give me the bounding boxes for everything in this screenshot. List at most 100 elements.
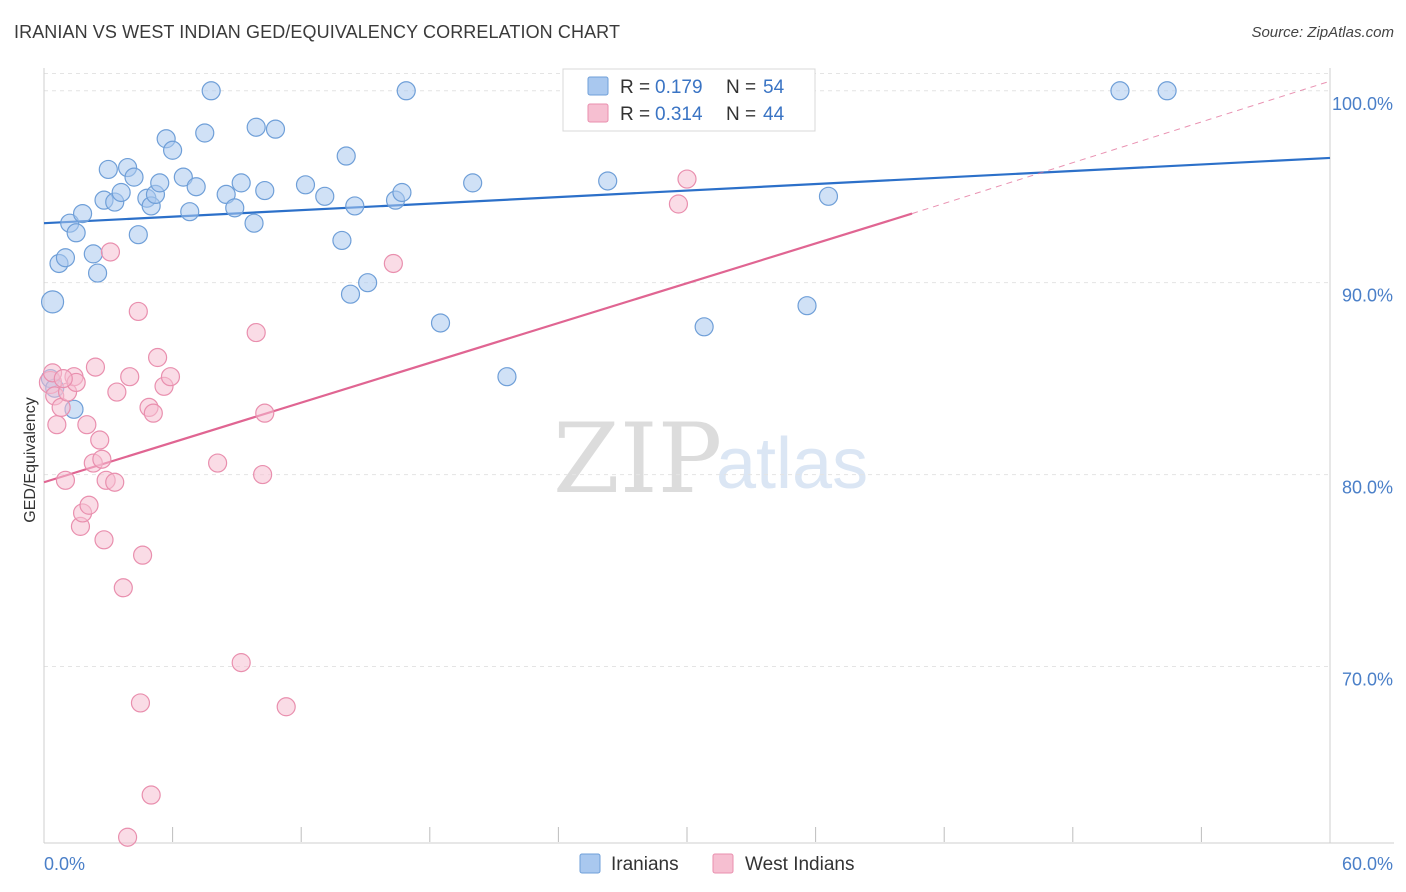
point-west-indians-24 [128, 301, 148, 322]
point-iranians-51 [818, 186, 839, 206]
chart-title: IRANIAN VS WEST INDIAN GED/EQUIVALENCY C… [14, 22, 621, 42]
point-west-indians-21 [113, 578, 133, 598]
point-west-indians-19 [105, 472, 125, 492]
point-iranians-46 [463, 173, 483, 193]
point-iranians-53 [1157, 81, 1177, 101]
point-iranians-4 [55, 248, 76, 268]
point-west-indians-33 [208, 453, 228, 473]
bottom-legend-iranians: Iranians [611, 854, 679, 875]
point-west-indians-22 [117, 827, 138, 847]
point-iranians-44 [396, 81, 416, 101]
point-iranians-31 [244, 213, 264, 233]
point-iranians-52 [1110, 81, 1130, 101]
point-iranians-6 [66, 223, 86, 243]
point-west-indians-23 [120, 367, 140, 387]
point-west-indians-4 [55, 470, 76, 490]
x-tick-label-1: 60.0% [1342, 854, 1393, 874]
point-iranians-11 [98, 159, 118, 180]
point-west-indians-26 [132, 545, 153, 565]
point-iranians-40 [345, 196, 365, 216]
point-iranians-15 [124, 167, 144, 187]
point-iranians-7 [72, 203, 93, 224]
data-points [38, 81, 1177, 847]
trend-line-west-indians [43, 212, 913, 484]
point-iranians-38 [336, 146, 356, 166]
point-west-indians-20 [107, 382, 127, 402]
point-iranians-35 [295, 175, 316, 195]
point-west-indians-40 [668, 194, 689, 214]
legend-swatch-west-indians [587, 103, 609, 123]
point-west-indians-16 [94, 530, 114, 550]
point-iranians-30 [231, 173, 251, 193]
point-iranians-13 [111, 182, 131, 203]
point-west-indians-43 [53, 369, 73, 389]
point-west-indians-25 [130, 693, 151, 713]
point-iranians-16 [128, 225, 148, 245]
point-west-indians-14 [90, 430, 110, 450]
y-tick-label-3: 100.0% [1332, 94, 1393, 114]
point-west-indians-41 [677, 169, 697, 189]
series-legend: Iranians West Indians [579, 853, 854, 875]
point-iranians-9 [87, 263, 108, 283]
point-west-indians-34 [231, 653, 251, 673]
point-iranians-29 [225, 198, 245, 218]
point-west-indians-28 [141, 785, 161, 805]
point-iranians-22 [163, 140, 183, 160]
point-iranians-33 [255, 180, 275, 201]
point-iranians-25 [186, 177, 206, 197]
legend-n-label-west-indians: N = [726, 104, 756, 125]
legend-r-value-iranians: 0.179 [655, 77, 703, 98]
legend-n-label-iranians: N = [726, 77, 756, 98]
stats-legend: R = 0.179 N = 54 R = 0.314 N = 44 [562, 68, 816, 132]
point-iranians-27 [201, 81, 221, 101]
point-west-indians-36 [253, 464, 273, 485]
point-iranians-20 [150, 173, 170, 193]
point-iranians-26 [195, 123, 215, 143]
point-west-indians-10 [77, 415, 97, 435]
y-tick-label-0: 70.0% [1342, 669, 1393, 689]
point-iranians-39 [340, 284, 361, 304]
legend-r-label-iranians: R = [620, 77, 650, 98]
point-iranians-36 [315, 186, 335, 206]
point-west-indians-32 [160, 367, 181, 387]
x-tick-label-0: 0.0% [44, 854, 85, 874]
point-iranians-43 [392, 182, 412, 203]
point-iranians-23 [173, 167, 193, 187]
point-iranians-8 [83, 244, 103, 264]
point-west-indians-35 [246, 322, 266, 343]
point-west-indians-13 [85, 357, 106, 377]
legend-swatch-iranians [587, 76, 609, 96]
bottom-legend-swatch-west-indians [712, 853, 734, 874]
point-iranians-50 [797, 296, 817, 316]
point-west-indians-11 [79, 495, 99, 515]
point-iranians-47 [497, 367, 517, 387]
watermark-zip: ZIP [553, 403, 722, 515]
point-west-indians-15 [92, 449, 112, 469]
bottom-legend-west-indians: West Indians [745, 854, 854, 875]
point-iranians-49 [694, 317, 714, 337]
point-iranians-41 [358, 273, 378, 293]
point-west-indians-29 [143, 403, 163, 423]
point-iranians-24 [180, 202, 200, 222]
point-iranians-48 [598, 171, 618, 191]
point-west-indians-38 [276, 697, 296, 717]
point-west-indians-30 [147, 347, 168, 368]
legend-n-value-iranians: 54 [763, 77, 785, 98]
point-iranians-0 [40, 290, 65, 314]
watermark-atlas: atlas [716, 424, 868, 504]
bottom-legend-swatch-iranians [579, 853, 601, 874]
y-tick-label-2: 90.0% [1342, 286, 1393, 306]
source-credit: Source: ZipAtlas.com [1251, 24, 1394, 41]
legend-r-label-west-indians: R = [620, 104, 650, 125]
legend-r-value-west-indians: 0.314 [655, 104, 703, 125]
legend-n-value-west-indians: 44 [763, 104, 785, 125]
point-west-indians-2 [47, 415, 67, 435]
point-west-indians-37 [255, 403, 275, 423]
y-tick-label-1: 80.0% [1342, 478, 1393, 498]
point-iranians-45 [430, 313, 451, 333]
point-iranians-34 [265, 119, 286, 139]
point-iranians-28 [216, 184, 236, 205]
point-iranians-32 [246, 117, 266, 137]
point-west-indians-18 [100, 242, 121, 262]
